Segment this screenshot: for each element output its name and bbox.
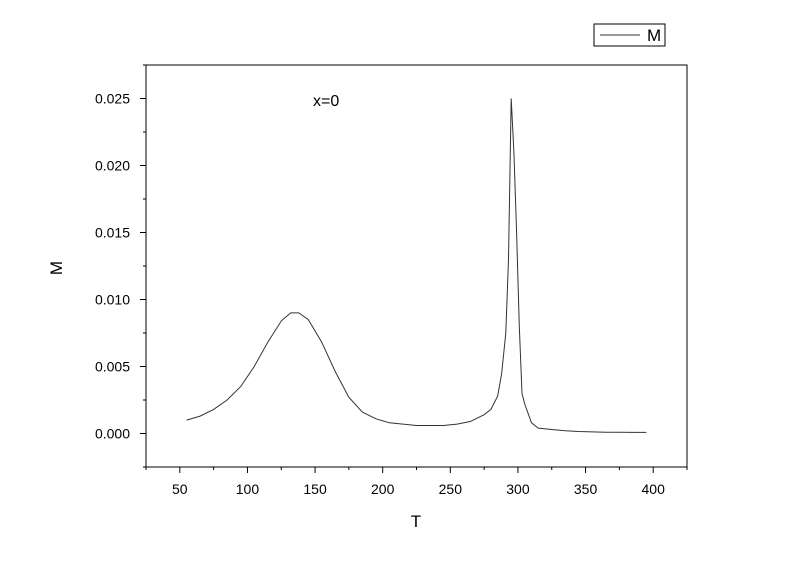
y-axis-ticks: 0.000 0.005 0.010 0.015 0.020 0.025 (95, 64, 146, 468)
y-axis-title: M (47, 261, 66, 275)
annotation-label: x=0 (313, 93, 339, 110)
plot-frame (145, 64, 688, 468)
x-tick-label: 400 (642, 481, 666, 497)
legend-label-M: M (647, 26, 661, 45)
y-tick-label: 0.015 (95, 225, 130, 241)
x-tick-label: 350 (574, 481, 598, 497)
y-tick-label: 0.025 (95, 91, 130, 107)
y-tick-label: 0.010 (95, 292, 130, 308)
x-tick-label: 200 (371, 481, 395, 497)
y-tick-label: 0.005 (95, 359, 130, 375)
legend: M (593, 23, 666, 47)
x-tick-label: 50 (172, 481, 188, 497)
x-axis-title: T (411, 512, 421, 531)
y-tick-label: 0.020 (95, 158, 130, 174)
y-tick-label: 0.000 (95, 426, 130, 442)
x-axis-ticks: 50 100 150 200 250 300 350 400 (145, 467, 688, 497)
x-tick-label: 150 (303, 481, 327, 497)
series-line-M (186, 98, 647, 433)
x-tick-label: 250 (439, 481, 463, 497)
x-tick-label: 300 (506, 481, 530, 497)
x-tick-label: 100 (236, 481, 260, 497)
